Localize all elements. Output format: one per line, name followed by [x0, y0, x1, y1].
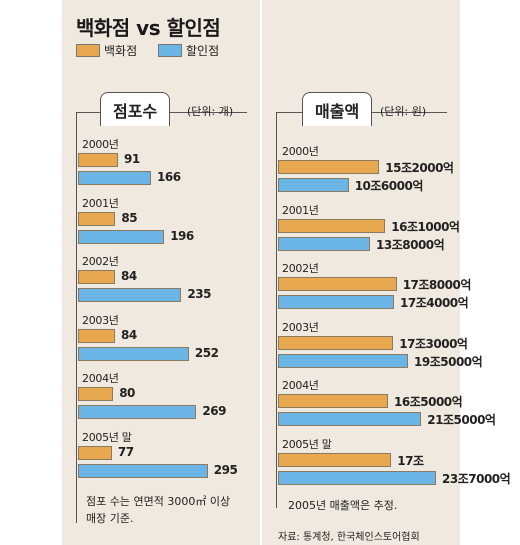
sales-disc-bar: [278, 412, 422, 426]
sales-disc-value: 17조4000억: [400, 296, 469, 310]
stores-dept-value: 80: [119, 386, 135, 400]
stores-disc-value: 166: [157, 170, 181, 184]
sales-disc-bar: [278, 295, 394, 309]
sales-dept-value: 17조3000억: [399, 336, 468, 351]
stores-dept-bar: [78, 211, 116, 226]
stores-disc-value: 295: [213, 462, 238, 477]
sales-disc-bar: [278, 353, 408, 368]
chart-title: 백화점 vs 할인점: [76, 16, 221, 40]
sales-year-label: 2001년: [282, 203, 319, 217]
sales-disc-value: 10조6000억: [354, 179, 424, 193]
legend-label-dept: 백화점: [104, 44, 138, 58]
stores-year-label: 2003년: [82, 313, 119, 327]
stores-year-label: 2000년: [82, 138, 119, 151]
stores-disc-value: 269: [202, 404, 226, 418]
stores-dept-value: 84: [121, 269, 137, 283]
sales-dept-bar: [278, 394, 388, 408]
stores-year-label: 2002년: [82, 255, 119, 268]
sales-note-line: 2005년 매출액은 추정.: [288, 499, 398, 512]
sales-unit-label: (단위: 원): [380, 105, 427, 118]
sales-dept-value: 16조1000억: [391, 219, 460, 234]
stores-dept-bar: [78, 445, 112, 460]
sales-year-label: 2004년: [282, 379, 319, 392]
stores-note-line: 매장 기준.: [86, 512, 134, 525]
sales-dept-bar: [278, 277, 397, 291]
sales-dept-bar: [278, 160, 380, 174]
stores-dept-value: 85: [121, 210, 138, 225]
sales-year-label: 2003년: [282, 320, 319, 334]
sales-note: 2005년 매출액은 추정.: [288, 497, 397, 514]
stores-dept-bar: [78, 387, 114, 401]
stores-year-label: 2004년: [82, 372, 119, 385]
stores-disc-bar: [78, 288, 182, 302]
legend-item-disc: 할인점: [158, 42, 219, 59]
stores-note-line: 점포 수는 연면적 3000㎡ 이상: [86, 495, 231, 508]
sales-dept-value: 17조8000억: [402, 278, 472, 292]
sales-dept-value: 16조5000억: [394, 395, 463, 409]
sales-chart-title: 매출액: [302, 92, 373, 126]
stores-dept-value: 91: [124, 152, 140, 166]
stores-dept-value: 77: [117, 444, 134, 459]
sales-dept-value: 17조: [397, 453, 424, 468]
stores-disc-bar: [78, 463, 208, 478]
stores-disc-bar: [78, 346, 189, 361]
sales-disc-value: 13조8000억: [376, 237, 445, 252]
stores-note: 점포 수는 연면적 3000㎡ 이상 매장 기준.: [86, 493, 230, 527]
sales-dept-bar: [278, 335, 394, 350]
legend-label-disc: 할인점: [186, 44, 220, 58]
stores-chart-title: 점포수: [100, 92, 171, 126]
sales-disc-bar: [278, 470, 436, 485]
legend-swatch-dept: [76, 44, 100, 57]
stores-disc-value: 235: [187, 287, 211, 301]
sales-year-label: 2005년 말: [282, 437, 332, 451]
stores-dept-value: 84: [121, 327, 137, 342]
sales-year-label: 2002년: [282, 262, 319, 275]
stores-dept-bar: [78, 153, 118, 167]
source-note: 자료: 통계청, 한국체인스토어협회: [278, 532, 420, 543]
stores-disc-bar: [78, 171, 151, 185]
sales-dept-bar: [278, 452, 392, 467]
stores-dept-bar: [78, 328, 115, 343]
sales-disc-value: 21조5000억: [427, 413, 496, 427]
stores-disc-bar: [78, 229, 165, 244]
legend-item-dept: 백화점: [76, 42, 137, 59]
sales-dept-value: 15조2000억: [385, 161, 454, 175]
stores-year-label: 2001년: [82, 196, 119, 210]
legend-swatch-disc: [158, 44, 182, 57]
stores-disc-value: 196: [170, 228, 194, 243]
stores-unit-label: (단위: 개): [187, 105, 234, 118]
sales-disc-value: 19조5000억: [414, 354, 483, 369]
sales-disc-bar: [278, 178, 349, 192]
sales-disc-value: 23조7000억: [442, 471, 511, 486]
stores-disc-bar: [78, 405, 197, 419]
sales-disc-bar: [278, 236, 370, 251]
sales-dept-bar: [278, 218, 386, 233]
stores-dept-bar: [78, 270, 115, 284]
stores-year-label: 2005년 말: [82, 430, 132, 444]
sales-year-label: 2000년: [282, 145, 319, 158]
stores-disc-value: 252: [194, 345, 219, 360]
